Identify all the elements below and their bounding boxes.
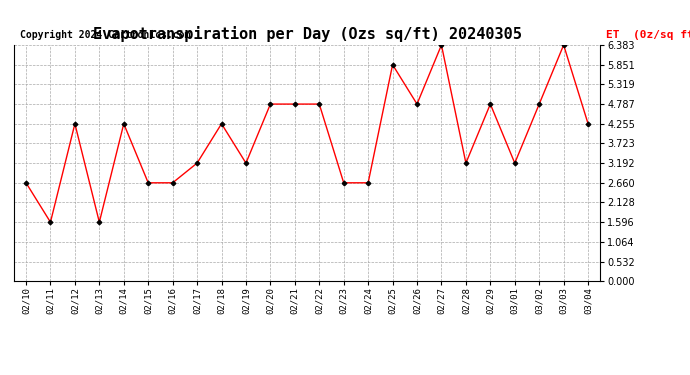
Text: ET  (0z/sq ft): ET (0z/sq ft) — [606, 30, 690, 40]
Text: Copyright 2024 Cartronics.com: Copyright 2024 Cartronics.com — [19, 30, 190, 40]
Title: Evapotranspiration per Day (Ozs sq/ft) 20240305: Evapotranspiration per Day (Ozs sq/ft) 2… — [92, 27, 522, 42]
